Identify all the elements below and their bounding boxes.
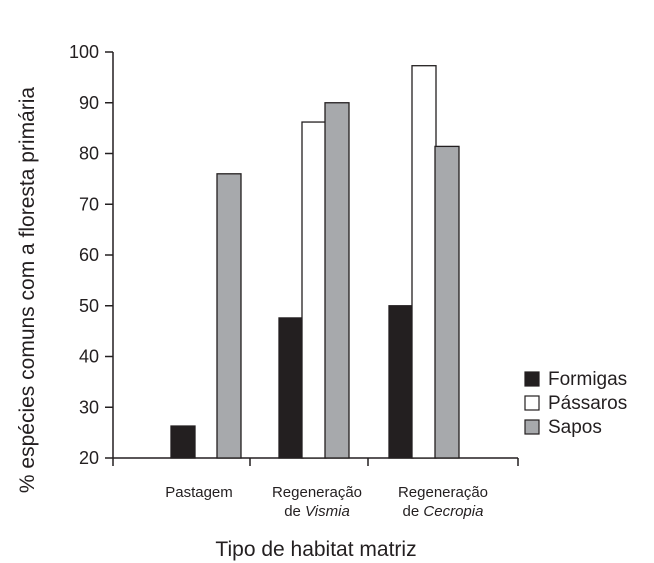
x-category-label: Pastagem xyxy=(165,484,233,501)
bar-pássaros xyxy=(301,121,327,459)
y-tick-label: 70 xyxy=(79,194,99,214)
legend-label: Pássaros xyxy=(548,393,627,414)
x-category-label-line2: de Vismia xyxy=(284,503,350,520)
x-axis-title: Tipo de habitat matriz xyxy=(215,538,416,561)
bar-sapos xyxy=(434,145,460,459)
x-category-label-line2: de Cecropia xyxy=(403,503,484,520)
y-tick-label: 60 xyxy=(79,245,99,265)
y-tick-label: 20 xyxy=(79,448,99,468)
legend-swatch xyxy=(524,371,540,387)
legend-label: Sapos xyxy=(548,417,602,438)
y-tick-label: 90 xyxy=(79,93,99,113)
legend-swatch xyxy=(524,395,540,411)
y-tick-label: 80 xyxy=(79,144,99,164)
bar-sapos xyxy=(216,173,242,459)
x-axis: Pastagem Regeneração de Vismia Regeneração d… xyxy=(112,457,519,520)
legend: Formigas Pássaros Sapos xyxy=(524,369,627,438)
legend-swatch xyxy=(524,419,540,435)
bars xyxy=(170,65,460,459)
y-axis-title: % espécies comuns com a floresta primári… xyxy=(16,87,39,493)
y-tick-label: 40 xyxy=(79,347,99,367)
x-category-label: Regeneração xyxy=(398,484,488,501)
x-category-label: Regeneração xyxy=(272,484,362,501)
y-tick-label: 100 xyxy=(69,42,99,62)
bar-formigas xyxy=(278,317,304,459)
bar-pássaros xyxy=(411,65,437,459)
y-tick-label: 30 xyxy=(79,397,99,417)
legend-label: Formigas xyxy=(548,369,627,390)
bar-formigas xyxy=(388,305,414,459)
bar-sapos xyxy=(324,102,350,459)
bar-formigas xyxy=(170,425,196,459)
y-tick-label: 50 xyxy=(79,296,99,316)
y-axis: 20 30 40 50 60 70 80 90 100 xyxy=(69,42,114,468)
